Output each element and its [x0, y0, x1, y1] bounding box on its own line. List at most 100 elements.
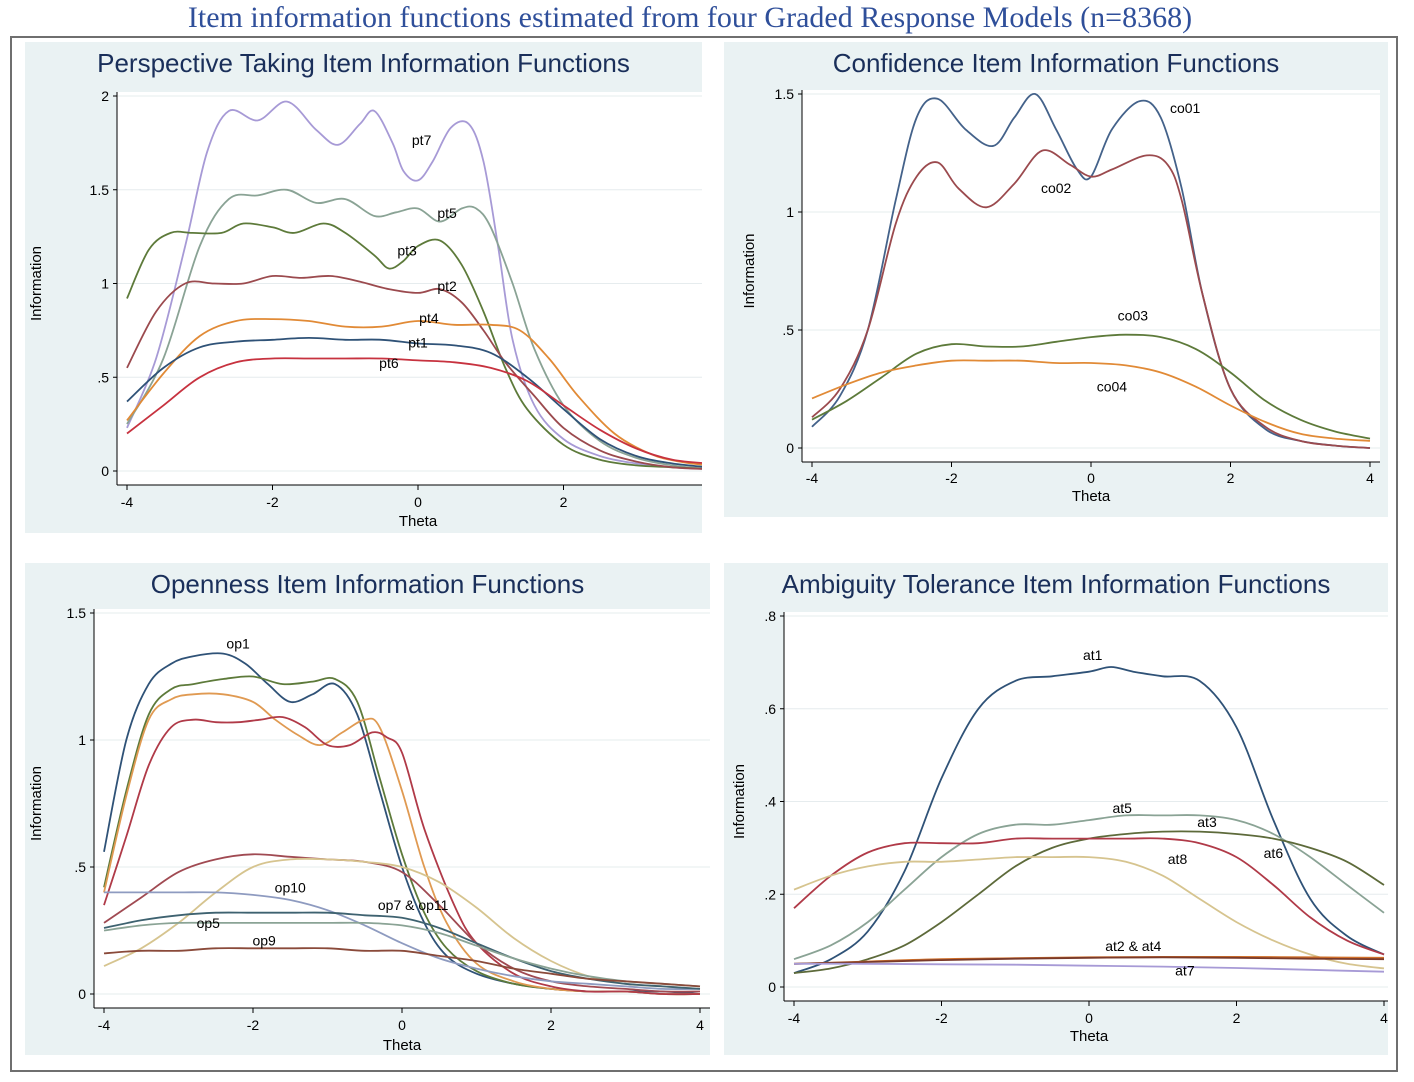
- chart-panel-confidence: Confidence Item Information Functions 0.…: [724, 42, 1388, 517]
- x-tick-label: 4: [1366, 470, 1374, 486]
- series-line: [104, 891, 701, 990]
- curve-label: at6: [1264, 845, 1284, 861]
- x-tick-label: -2: [935, 1010, 948, 1026]
- y-tick-label: .8: [764, 608, 776, 624]
- y-tick-label: 1: [78, 732, 86, 748]
- curve-label: op5: [197, 915, 221, 931]
- curve-label: co04: [1097, 378, 1128, 394]
- curve-label: at3: [1197, 814, 1217, 830]
- plot-area: [117, 92, 702, 485]
- x-tick-label: -4: [98, 1017, 111, 1033]
- y-tick-label: 0: [78, 986, 86, 1002]
- y-axis-label: Information: [28, 246, 45, 321]
- chart-svg: 0 .5 1 1.5 -4 -2 0 2 4 Theta Information co01 co02 co…: [741, 86, 1380, 505]
- series-line: [811, 149, 1371, 449]
- series-line: [793, 855, 1385, 970]
- x-tick-label: -2: [945, 470, 958, 486]
- curve-label: at2 & at4: [1105, 938, 1161, 954]
- series-line: [126, 100, 702, 470]
- series-line: [103, 947, 701, 988]
- curve-label: pt7: [412, 132, 432, 148]
- series-line: [103, 692, 701, 996]
- x-axis-label: Theta: [399, 513, 438, 530]
- curve-label: co02: [1041, 180, 1072, 196]
- curve-label: at7: [1175, 962, 1195, 978]
- chart-title: Openness Item Information Functions: [150, 569, 585, 599]
- y-tick-label: 0: [101, 463, 109, 479]
- x-tick-label: -4: [121, 494, 134, 510]
- x-tick-label: 2: [547, 1017, 555, 1033]
- series-line: [793, 956, 1385, 965]
- figure-title: Item information functions estimated fro…: [187, 1, 1193, 34]
- curve-label: pt5: [437, 205, 457, 221]
- plot-area: [802, 90, 1380, 462]
- x-tick-label: 2: [1233, 1010, 1241, 1026]
- curve-label: co03: [1118, 308, 1149, 324]
- curve-label: op10: [275, 879, 306, 895]
- y-tick-label: 1.5: [67, 605, 87, 621]
- x-tick-label: 4: [1380, 1010, 1388, 1026]
- series-line: [126, 222, 702, 470]
- series-line: [103, 853, 701, 993]
- curve-label: at1: [1083, 647, 1103, 663]
- y-tick-label: 0: [768, 979, 776, 995]
- chart-title: Confidence Item Information Functions: [832, 48, 1280, 78]
- chart-panel-ambiguity-tolerance: Ambiguity Tolerance Item Information Fun…: [724, 563, 1388, 1055]
- curve-label: op1: [226, 636, 250, 652]
- series-line: [126, 274, 702, 470]
- y-axis-label: Information: [28, 766, 45, 841]
- series-line: [126, 357, 702, 464]
- figure-frame: [10, 36, 1398, 1072]
- y-tick-label: .6: [764, 701, 776, 717]
- y-tick-label: .5: [782, 322, 794, 338]
- series-line: [811, 359, 1371, 442]
- curve-label: pt2: [437, 278, 457, 294]
- chart-svg: 0 .2 .4 .6 .8 -4 -2 0 2 4 Theta Information at1 at5 at…: [731, 608, 1388, 1045]
- x-tick-label: 2: [1227, 470, 1235, 486]
- chart-svg: 0.511.52-4-2024ThetaInformationpt7pt5pt3…: [28, 88, 702, 530]
- curve-label: pt1: [408, 334, 428, 350]
- curve-label: pt3: [397, 242, 417, 258]
- x-tick-label: 0: [414, 494, 422, 510]
- chart-svg: 0 .5 1 1.5 -4 -2 0 2 4 Theta Information op1 op10 op7…: [28, 605, 710, 1054]
- y-tick-label: 0: [786, 440, 794, 456]
- series-line: [126, 336, 702, 468]
- x-tick-label: 0: [398, 1017, 406, 1033]
- y-tick-label: .2: [764, 886, 776, 902]
- curve-label: op7 & op11: [378, 897, 449, 913]
- y-axis-label: Information: [741, 233, 758, 308]
- curve-label: pt6: [379, 355, 399, 371]
- y-tick-label: 1: [786, 204, 794, 220]
- x-tick-label: 0: [1087, 470, 1095, 486]
- series-line: [811, 333, 1371, 440]
- series-line: [103, 715, 701, 996]
- curve-label: co01: [1170, 100, 1201, 116]
- chart-panel-openness: Openness Item Information Functions 0 .5 1…: [25, 563, 710, 1055]
- x-tick-label: -4: [806, 470, 819, 486]
- x-tick-label: -2: [266, 494, 279, 510]
- y-tick-label: .4: [764, 794, 776, 810]
- plot-area: [784, 612, 1388, 1001]
- x-axis-label: Theta: [1070, 1028, 1109, 1045]
- series-line: [126, 318, 702, 466]
- x-tick-label: 2: [560, 494, 568, 510]
- series-line: [103, 921, 701, 988]
- x-axis-label: Theta: [383, 1037, 422, 1054]
- y-axis-label: Information: [731, 764, 748, 839]
- x-tick-label: 4: [696, 1017, 704, 1033]
- y-tick-label: 1.5: [775, 86, 795, 102]
- y-tick-label: .5: [74, 859, 86, 875]
- x-tick-label: -2: [247, 1017, 260, 1033]
- chart-title: Perspective Taking Item Information Func…: [97, 48, 630, 78]
- series-line: [793, 837, 1385, 956]
- x-tick-label: -4: [788, 1010, 801, 1026]
- curve-label: op9: [252, 933, 276, 949]
- y-tick-label: 1.5: [90, 182, 110, 198]
- series-line: [793, 962, 1385, 973]
- curve-label: at5: [1112, 800, 1132, 816]
- curve-label: at8: [1168, 851, 1188, 867]
- y-tick-label: .5: [97, 369, 109, 385]
- curve-label: pt4: [419, 310, 439, 326]
- chart-panel-perspective-taking: Perspective Taking Item Information Func…: [25, 42, 702, 533]
- chart-title: Ambiguity Tolerance Item Information Fun…: [781, 569, 1331, 599]
